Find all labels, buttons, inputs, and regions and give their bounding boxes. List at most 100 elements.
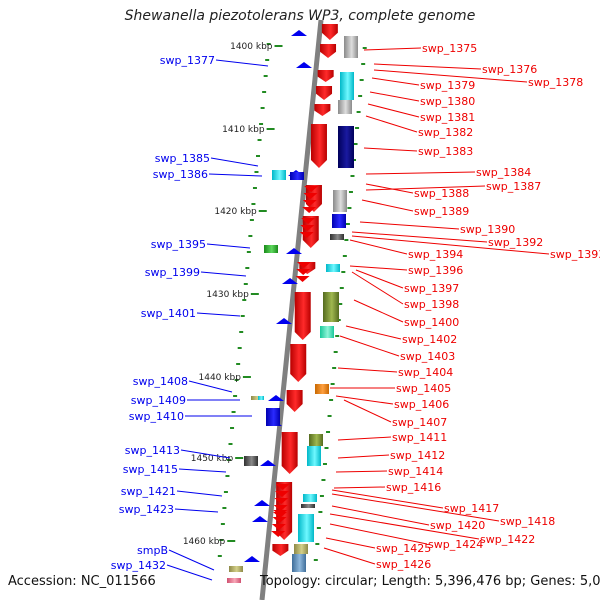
- gene-label-right: swp_1400: [404, 316, 459, 329]
- plus-strand-gene-arrow: [272, 544, 289, 556]
- gene-label-right: swp_1384: [476, 166, 531, 179]
- gene-feature-block: [294, 544, 308, 554]
- minus-strand-gene-arrow: [252, 516, 268, 522]
- plus-strand-gene-arrow: [314, 104, 331, 116]
- accession-text: Accession: NC_011566: [8, 574, 156, 589]
- scale-label: 1460 kbp: [183, 537, 226, 547]
- gene-label-right: swp_1387: [486, 180, 541, 193]
- gene-label-leader-left: [176, 490, 223, 497]
- gene-feature-block: [330, 234, 344, 240]
- gene-label-left: swp_1401: [141, 307, 196, 320]
- gene-feature-block: [344, 36, 358, 58]
- minus-strand-gene-arrow: [296, 62, 312, 68]
- gene-feature-block: [320, 326, 334, 338]
- plus-strand-chevron: [304, 186, 319, 192]
- gene-label-right: swp_1412: [390, 449, 445, 462]
- gene-label-leader-left: [196, 312, 241, 317]
- plus-strand-chevron: [301, 218, 316, 224]
- gene-label-leader-right: [331, 493, 500, 522]
- minus-strand-gene-arrow: [282, 278, 298, 284]
- gene-label-right: swp_1426: [376, 558, 431, 571]
- minus-strand-gene-arrow: [276, 318, 292, 324]
- minus-strand-gene-arrow: [254, 500, 270, 506]
- gene-label-right: swp_1382: [418, 126, 473, 139]
- gene-label-right: swp_1394: [408, 248, 463, 261]
- gene-feature-block: [307, 446, 321, 466]
- gene-label-leader-left: [215, 59, 269, 67]
- gene-label-leader-right: [349, 265, 408, 271]
- minus-strand-gene-arrow: [291, 30, 307, 36]
- scale-label: 1430 kbp: [206, 290, 249, 300]
- gene-label-left: swp_1408: [133, 375, 188, 388]
- gene-label-leader-right: [365, 183, 414, 194]
- gene-label-right: swp_1378: [528, 76, 583, 89]
- gene-label-leader-right: [331, 505, 430, 526]
- gene-label-leader-left: [168, 549, 215, 571]
- gene-label-leader-right: [373, 69, 528, 83]
- plus-strand-chevron: [295, 276, 310, 282]
- plus-strand-gene-arrow: [320, 44, 337, 58]
- gene-label-leader-right: [345, 325, 402, 340]
- plus-strand-gene-arrow: [286, 390, 303, 412]
- plus-strand-gene-arrow: [281, 432, 298, 474]
- plus-strand-chevron: [300, 225, 315, 231]
- gene-label-leader-right: [361, 199, 414, 212]
- gene-label-leader-left: [174, 508, 219, 513]
- genome-axis: [259, 19, 324, 600]
- gene-label-right: swp_1392: [488, 236, 543, 249]
- gene-label-left: swp_1409: [131, 394, 186, 407]
- gene-label-leader-right: [371, 77, 420, 86]
- gene-label-right: swp_1424: [428, 538, 483, 551]
- gene-label-right: swp_1380: [420, 95, 475, 108]
- gene-feature-block: [333, 190, 347, 212]
- genome-title: Shewanella piezotolerans WP3, complete g…: [124, 8, 476, 24]
- gene-label-left: swp_1421: [121, 485, 176, 498]
- gene-label-right: swp_1379: [420, 79, 475, 92]
- gene-label-right: swp_1405: [396, 382, 451, 395]
- gene-label-left: swp_1377: [160, 54, 215, 67]
- gene-label-right: swp_1420: [430, 519, 485, 532]
- gene-label-right: swp_1417: [444, 502, 499, 515]
- plus-strand-chevron: [302, 200, 317, 206]
- plus-strand-chevron: [296, 262, 311, 268]
- gene-label-right: swp_1403: [400, 350, 455, 363]
- gene-feature-block: [292, 554, 306, 572]
- gene-label-leader-right: [367, 103, 420, 118]
- gene-feature-block: [326, 264, 340, 272]
- gene-label-leader-left: [178, 468, 227, 473]
- gene-label-leader-left: [200, 271, 247, 277]
- gene-label-right: swp_1414: [388, 465, 443, 478]
- gene-label-leader-right: [335, 395, 394, 405]
- gene-label-leader-right: [363, 147, 418, 152]
- gene-feature-block: [229, 566, 243, 572]
- gene-label-leader-right: [337, 436, 392, 441]
- gene-label-right: swp_1396: [408, 264, 463, 277]
- plus-strand-chevron: [273, 505, 288, 511]
- gene-label-leader-left: [180, 449, 231, 459]
- gene-feature-block: [323, 292, 339, 322]
- gene-label-right: swp_1381: [420, 111, 475, 124]
- minus-strand-gene-arrow: [286, 248, 302, 254]
- gene-feature-block: [244, 456, 258, 466]
- gene-label-leader-right: [325, 537, 376, 549]
- plus-strand-chevron: [273, 510, 288, 516]
- gene-label-right: swp_1376: [482, 63, 537, 76]
- gene-feature-block: [264, 245, 278, 253]
- gene-label-right: swp_1375: [422, 42, 477, 55]
- plus-strand-gene-arrow: [321, 24, 338, 40]
- gene-label-leader-right: [349, 239, 408, 255]
- gene-label-left: swp_1399: [145, 266, 200, 279]
- plus-strand-chevron: [302, 207, 317, 213]
- gene-label-left: swp_1415: [123, 463, 178, 476]
- gene-feature-block: [258, 396, 264, 400]
- gene-label-right: swp_1390: [460, 223, 515, 236]
- plus-strand-chevron: [275, 484, 290, 490]
- gene-label-leader-right: [329, 523, 428, 545]
- gene-label-right: swp_1418: [500, 515, 555, 528]
- gene-label-leader-right: [329, 513, 480, 540]
- gene-label-right: swp_1411: [392, 431, 447, 444]
- gene-label-leader-right: [373, 63, 482, 70]
- gene-label-leader-right: [359, 221, 460, 230]
- gene-label-right: swp_1389: [414, 205, 469, 218]
- gene-label-leader-right: [343, 399, 392, 423]
